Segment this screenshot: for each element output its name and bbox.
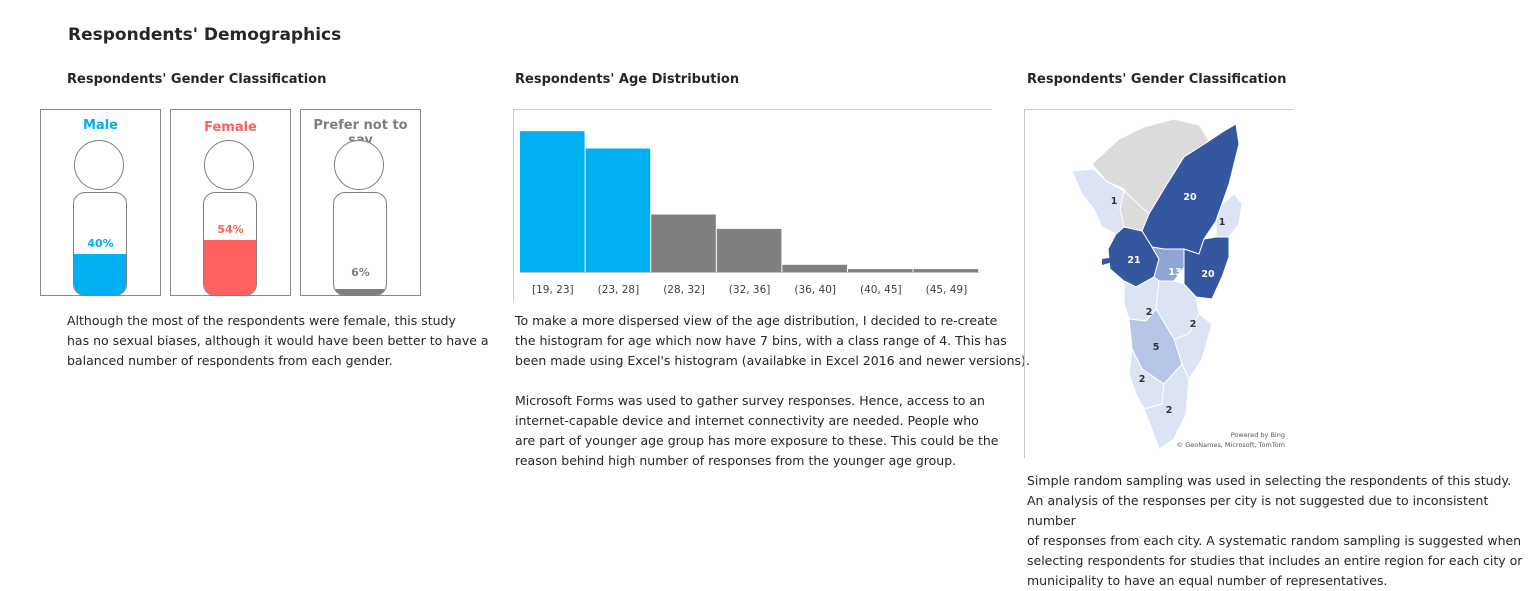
gender-card-label: Female: [204, 120, 257, 135]
map-label: 20: [1183, 192, 1197, 203]
person-head-icon: [74, 140, 124, 190]
map-region-east: [1215, 193, 1243, 238]
text-line: reason behind high number of responses f…: [515, 453, 957, 468]
histogram-bar: [651, 214, 716, 272]
histogram-frame: [513, 109, 992, 302]
gender-card-female: Female 54%: [170, 109, 291, 296]
map-label: 2: [1190, 319, 1197, 330]
map-label: 1: [1219, 217, 1226, 228]
map-label: 20: [1201, 269, 1215, 280]
map-region-northeast: [1141, 123, 1240, 255]
gender-percent-label: 54%: [217, 223, 244, 236]
gender-card-male: Male 40%: [40, 109, 161, 296]
histogram-tick-label: (40, 45]: [860, 284, 902, 296]
histogram-bar: [585, 148, 651, 272]
gender-percent-label: 40%: [87, 237, 114, 250]
text-line: has no sexual biases, although it would …: [67, 333, 489, 348]
city-map: 20 1 1 21 13 20 2 2 5 2 2 Powered by Bin…: [1071, 118, 1285, 450]
map-label: 2: [1139, 374, 1146, 385]
histogram-tick-label: (23, 28]: [598, 284, 640, 296]
map-attribution: © GeoNames, Microsoft, TomTom: [1177, 441, 1285, 449]
histogram-bar: [782, 264, 847, 272]
map-attribution: Powered by Bing: [1231, 431, 1285, 439]
histogram-tick-label: (32, 36]: [729, 284, 771, 296]
person-body-icon: [73, 192, 127, 296]
person-head-icon: [334, 140, 384, 190]
map-region-south-6: [1143, 363, 1190, 450]
page-title: Respondents' Demographics: [68, 25, 342, 45]
text-line: balanced number of respondents from each…: [67, 353, 393, 368]
text-line: municipality to have an equal number of …: [1027, 573, 1388, 588]
text-line: Although the most of the respondents wer…: [67, 313, 456, 328]
histogram-bar: [848, 269, 913, 272]
gender-fill-bar: [74, 254, 126, 295]
histogram-tick-label: [19, 23]: [532, 284, 574, 296]
person-body-icon: [333, 192, 387, 296]
gender-percent-label: 6%: [351, 266, 370, 279]
histogram-tick-label: (28, 32]: [663, 284, 705, 296]
map-coast-pier: [1102, 257, 1116, 265]
histogram-bar: [716, 228, 782, 272]
map-label: 2: [1146, 307, 1153, 318]
text-line: Microsoft Forms was used to gather surve…: [515, 393, 985, 408]
histogram-bar: [913, 269, 979, 272]
text-line: the histogram for age which now have 7 b…: [515, 333, 1007, 348]
age-note: To make a more dispersed view of the age…: [515, 311, 1030, 471]
histogram-bar: [520, 131, 585, 272]
map-label: 2: [1166, 405, 1173, 416]
age-section-title: Respondents' Age Distribution: [515, 72, 740, 87]
map-label: 5: [1153, 342, 1160, 353]
person-body-icon: [203, 192, 257, 296]
text-line: selecting respondents for studies that i…: [1027, 553, 1523, 568]
gender-card-prefer-not-to-say: Prefer not to say 6%: [300, 109, 421, 296]
map-frame: [1024, 109, 1293, 458]
gender-note: Although the most of the respondents wer…: [67, 311, 489, 371]
text-line: are part of younger age group has more e…: [515, 433, 999, 448]
text-line: been made using Excel's histogram (avail…: [515, 353, 1030, 368]
text-line: To make a more dispersed view of the age…: [515, 313, 998, 328]
gender-section-title: Respondents' Gender Classification: [67, 72, 327, 87]
map-label: 1: [1111, 196, 1118, 207]
histogram-tick-label: (45, 49]: [926, 284, 968, 296]
gender-card-label: Male: [83, 118, 118, 133]
text-line: An analysis of the responses per city is…: [1027, 493, 1489, 528]
text-line: of responses from each city. A systemati…: [1027, 533, 1522, 548]
gender-fill-bar: [204, 240, 256, 295]
map-label: 13: [1168, 267, 1181, 278]
gender-fill-bar: [334, 289, 386, 295]
map-note: Simple random sampling was used in selec…: [1027, 471, 1537, 591]
map-region-southeast: [1183, 236, 1230, 300]
map-label: 21: [1127, 255, 1140, 266]
person-head-icon: [204, 140, 254, 190]
histogram-tick-label: (36, 40]: [794, 284, 836, 296]
age-histogram: [19, 23] (23, 28] (28, 32] (32, 36] (36, 40]…: [520, 131, 980, 296]
text-line: internet-capable device and internet con…: [515, 413, 979, 428]
text-line: Simple random sampling was used in selec…: [1027, 473, 1512, 488]
map-section-title: Respondents' Gender Classification: [1027, 72, 1287, 87]
